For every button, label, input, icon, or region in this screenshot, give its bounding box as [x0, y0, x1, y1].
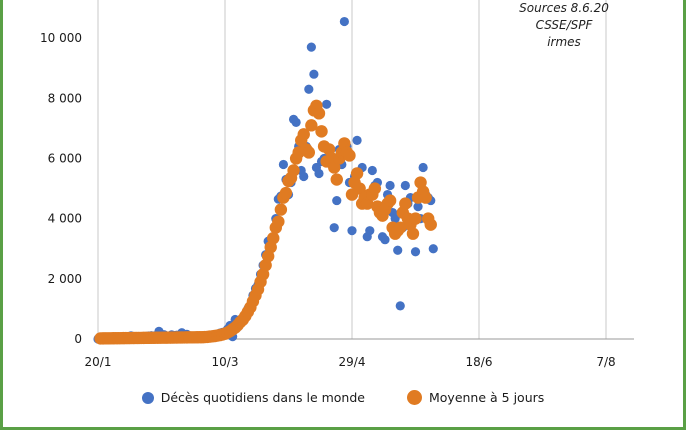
data-point-average: [383, 194, 397, 207]
data-point-daily: [332, 195, 342, 206]
y-tick-label: 0: [74, 332, 82, 346]
y-tick-label: 8 000: [48, 91, 82, 105]
data-point-daily: [395, 301, 405, 311]
source-note-line: irmes: [547, 35, 581, 49]
data-point-average: [302, 146, 316, 159]
x-tick-label: 7/8: [596, 355, 615, 369]
data-point-average: [297, 128, 310, 141]
x-axis-ticks: 20/1 10/3 29/4 18/6 7/8: [85, 355, 616, 369]
data-point-daily: [400, 180, 410, 191]
data-point-daily: [309, 69, 319, 79]
data-point-average: [394, 221, 407, 234]
data-point-daily: [393, 245, 403, 255]
data-point-daily: [339, 16, 349, 27]
source-note-line: Sources 8.6.20: [519, 1, 609, 15]
data-point-daily: [418, 162, 428, 173]
data-point-daily: [428, 244, 438, 254]
data-point-daily: [352, 135, 362, 145]
source-note: Sources 8.6.20 CSSE/SPF irmes: [494, 0, 634, 51]
source-note-line: CSSE/SPF: [535, 18, 593, 32]
x-tick-label: 18/6: [466, 355, 493, 369]
data-point-average: [328, 161, 341, 174]
data-point-average: [279, 186, 293, 200]
data-point-average: [312, 107, 326, 120]
legend-item-average: Moyenne à 5 jours: [406, 390, 545, 405]
data-point-daily: [413, 202, 423, 212]
data-point-daily: [380, 235, 390, 245]
data-point-average: [267, 231, 280, 245]
data-point-daily: [410, 247, 421, 257]
y-tick-label: 6 000: [48, 151, 82, 165]
data-point-daily: [306, 42, 316, 52]
x-tick-label: 10/3: [212, 355, 239, 369]
data-point-daily: [314, 168, 324, 179]
legend-marker-daily: [141, 391, 154, 404]
x-tick-label: 29/4: [339, 355, 366, 369]
series-five-day-average: [94, 99, 437, 345]
data-point-average: [399, 197, 412, 210]
y-tick-label: 4 000: [48, 212, 82, 226]
data-point-daily: [390, 214, 400, 224]
data-point-daily: [367, 165, 377, 176]
data-point-average: [406, 227, 420, 240]
data-point-average: [350, 167, 364, 180]
data-point-daily: [299, 171, 309, 182]
data-point-average: [353, 182, 366, 195]
y-axis-ticks: 0 2 000 4 000 6 000 8 000 10 000: [40, 31, 82, 346]
x-tick-label: 20/1: [85, 355, 112, 369]
legend-marker-average: [406, 390, 422, 405]
series-daily-deaths: [93, 16, 438, 344]
data-point-average: [330, 173, 343, 186]
data-point-average: [305, 119, 318, 132]
legend-label-average: Moyenne à 5 jours: [428, 390, 545, 405]
data-point-average: [343, 149, 356, 162]
data-point-daily: [304, 84, 314, 94]
y-tick-label: 10 000: [40, 31, 82, 45]
data-point-average: [368, 182, 382, 195]
data-point-average: [409, 212, 422, 225]
data-point-daily: [322, 99, 332, 109]
data-point-average: [287, 164, 300, 177]
data-point-average: [419, 191, 432, 204]
data-point-daily: [329, 223, 339, 233]
data-point-daily: [347, 226, 357, 236]
legend: Décès quotidiens dans le monde Moyenne à…: [0, 390, 686, 405]
data-point-average: [272, 215, 285, 228]
data-point-daily: [291, 117, 301, 127]
data-point-average: [274, 203, 288, 216]
legend-label-daily: Décès quotidiens dans le monde: [160, 390, 365, 405]
data-point-daily: [365, 226, 375, 236]
data-point-average: [315, 125, 328, 138]
legend-item-daily: Décès quotidiens dans le monde: [141, 390, 365, 405]
y-tick-label: 2 000: [48, 272, 82, 286]
data-point-daily: [278, 159, 289, 170]
data-point-average: [424, 218, 437, 231]
data-point-daily: [385, 180, 395, 191]
